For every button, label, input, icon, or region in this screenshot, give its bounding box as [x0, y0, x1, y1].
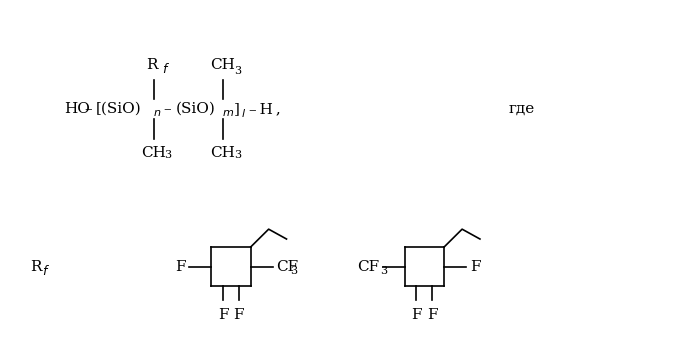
- Text: 3: 3: [164, 150, 172, 160]
- Text: –: –: [164, 102, 171, 116]
- Text: где: где: [509, 102, 535, 116]
- Text: $n$: $n$: [152, 108, 161, 118]
- Text: $f$: $f$: [43, 263, 50, 278]
- Text: F: F: [233, 308, 244, 322]
- Text: CH: CH: [210, 147, 236, 160]
- Text: ]: ]: [234, 102, 240, 116]
- Text: F: F: [175, 259, 185, 274]
- Text: F: F: [411, 308, 421, 322]
- Text: CF: CF: [277, 259, 298, 274]
- Text: CH: CH: [210, 58, 236, 72]
- Text: 3: 3: [291, 267, 298, 276]
- Text: F: F: [470, 259, 480, 274]
- Text: –: –: [84, 102, 92, 116]
- Text: (SiO): (SiO): [175, 102, 215, 116]
- Text: CH: CH: [141, 147, 166, 160]
- Text: F: F: [427, 308, 438, 322]
- Text: [(SiO): [(SiO): [96, 102, 142, 116]
- Text: R: R: [146, 58, 157, 72]
- Text: CF: CF: [356, 259, 379, 274]
- Text: – H ,: – H ,: [249, 102, 280, 116]
- Text: $f$: $f$: [161, 62, 169, 76]
- Text: 3: 3: [234, 150, 241, 160]
- Text: 3: 3: [380, 267, 387, 276]
- Text: HO: HO: [64, 102, 90, 116]
- Text: F: F: [218, 308, 229, 322]
- Text: 3: 3: [234, 65, 241, 76]
- Text: R: R: [31, 259, 42, 274]
- Text: $l$: $l$: [241, 107, 246, 119]
- Text: $m$: $m$: [222, 108, 234, 118]
